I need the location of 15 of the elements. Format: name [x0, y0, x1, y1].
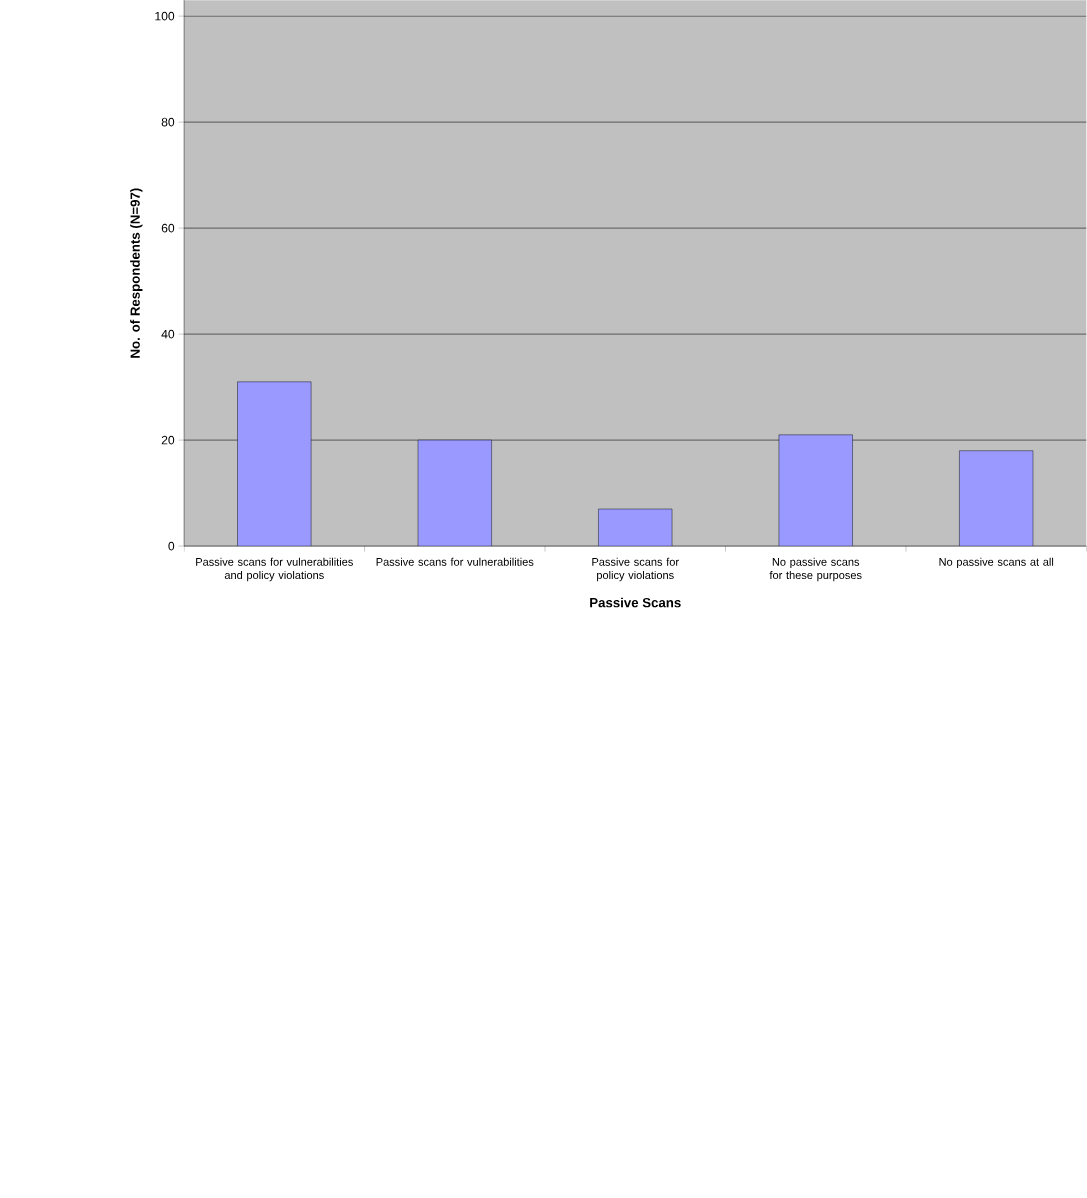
y-tick-label: 40	[161, 329, 175, 339]
y-tick-label: 0	[168, 541, 175, 551]
x-tick-label: No passive scans for these purposes	[769, 557, 862, 582]
x-axis-title: Passive Scans	[590, 597, 681, 608]
x-tick-label: Passive scans for vulnerabilities and policy violations	[196, 557, 354, 582]
bar	[959, 450, 1034, 547]
x-tick-label: Passive scans for policy violations	[592, 557, 680, 582]
y-tick-label: 20	[161, 435, 175, 445]
y-tick-label: 80	[161, 117, 175, 127]
y-tick-label: 100	[155, 11, 175, 21]
x-tick-label: Passive scans for vulnerabilities	[376, 557, 534, 566]
x-tick-label: No passive scans at all	[939, 557, 1054, 568]
y-tick-label: 60	[161, 223, 175, 233]
y-axis-title: No. of Respondents (N=97)	[130, 188, 143, 358]
bar	[598, 508, 673, 547]
